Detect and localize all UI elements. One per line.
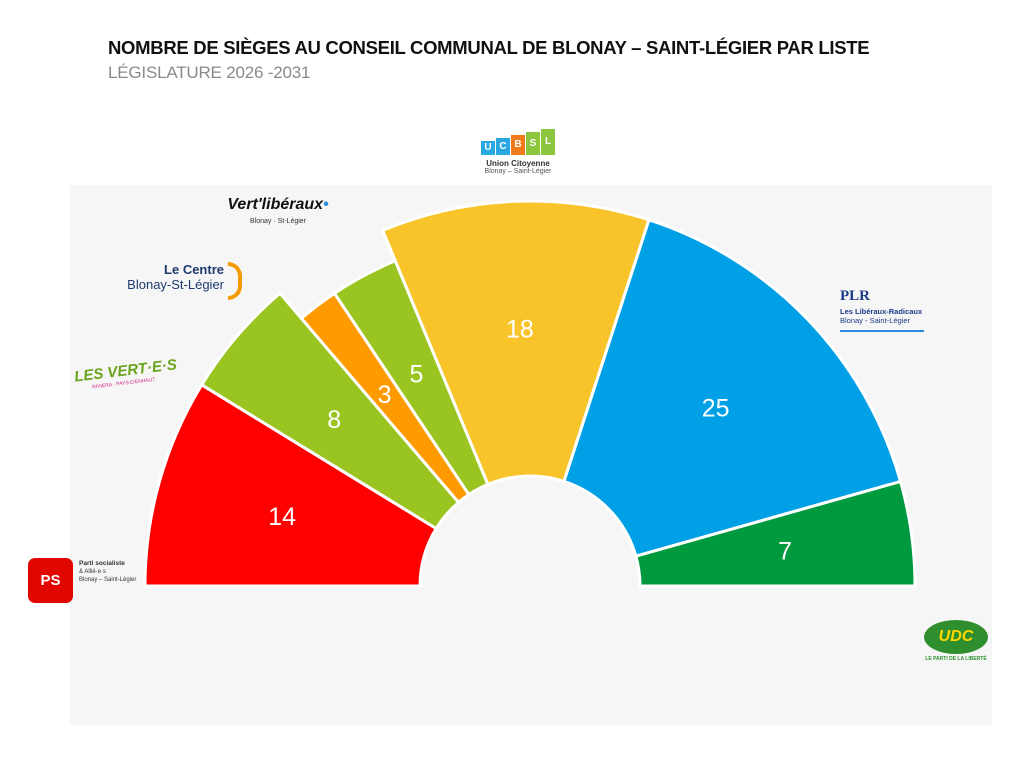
- le-centre-name: Le Centre: [164, 262, 224, 277]
- ucbsl-letter: U: [481, 141, 495, 155]
- seat-count-label: 14: [268, 503, 296, 531]
- vert-liberaux-logo: Vert'libéraux• Blonay · St-Légier: [218, 196, 338, 225]
- ps-allies: & Allié·e·s: [79, 568, 107, 575]
- ucbsl-letter: L: [541, 129, 555, 155]
- plr-fullname: Les Libéraux-Radicaux: [840, 307, 923, 316]
- les-verts-logo: LES VERT·E·S RIVIERA · PAYS-D'ENHAUT: [73, 356, 184, 390]
- seat-count-label: 3: [378, 381, 392, 409]
- dot-icon: •: [323, 196, 329, 213]
- seat-count-label: 5: [409, 360, 423, 388]
- udc-logo: UDC LE PARTI DE LA LIBERTÉ: [918, 620, 994, 662]
- plr-logo: PLR Les Libéraux-Radicaux Blonay - Saint…: [840, 288, 950, 332]
- ucbsl-logo: U C B S L Union Citoyenne Blonay – Saint…: [478, 129, 558, 175]
- ps-place: Blonay – Saint-Légier: [79, 576, 137, 583]
- plr-place: Blonay - Saint-Légier: [840, 316, 911, 325]
- seat-count-label: 25: [702, 395, 730, 423]
- seat-segment-les-vert-e-s: [199, 291, 461, 531]
- seat-segment-plr: [562, 217, 903, 558]
- ucbsl-letter: B: [511, 135, 525, 155]
- ps-name: Parti socialiste: [79, 560, 125, 567]
- seat-count-label: 8: [327, 406, 341, 434]
- ucbsl-letter: S: [526, 132, 540, 155]
- ps-box: PS: [28, 558, 73, 603]
- udc-slogan: LE PARTI DE LA LIBERTÉ: [925, 656, 987, 662]
- vert-liberaux-name: Vert'libéraux: [227, 196, 324, 213]
- udc-name: UDC: [924, 620, 988, 654]
- ucbsl-name: Union Citoyenne: [486, 159, 550, 168]
- plr-underline: [840, 330, 924, 332]
- chart-subtitle: LÉGISLATURE 2026 -2031: [108, 63, 311, 82]
- seat-count-label: 18: [506, 316, 534, 344]
- le-centre-place: Blonay-St-Légier: [127, 277, 224, 292]
- ucbsl-place: Blonay – Saint-Légier: [484, 168, 552, 175]
- arc-icon: [228, 262, 242, 300]
- vert-liberaux-place: Blonay · St-Légier: [249, 218, 307, 225]
- seat-segment-ps: [143, 382, 439, 588]
- seat-segment-udc: [634, 479, 917, 588]
- le-centre-logo: Le Centre Blonay-St-Légier: [106, 262, 246, 300]
- chart-title: NOMBRE DE SIÈGES AU CONSEIL COMMUNAL DE …: [108, 37, 870, 58]
- ucbsl-letter: C: [496, 138, 510, 155]
- plr-name: PLR: [840, 288, 870, 304]
- seat-segment-ucbsl: [380, 199, 651, 487]
- ps-logo: PS Parti socialiste & Allié·e·s Blonay –…: [28, 558, 148, 603]
- seat-count-label: 7: [778, 538, 792, 566]
